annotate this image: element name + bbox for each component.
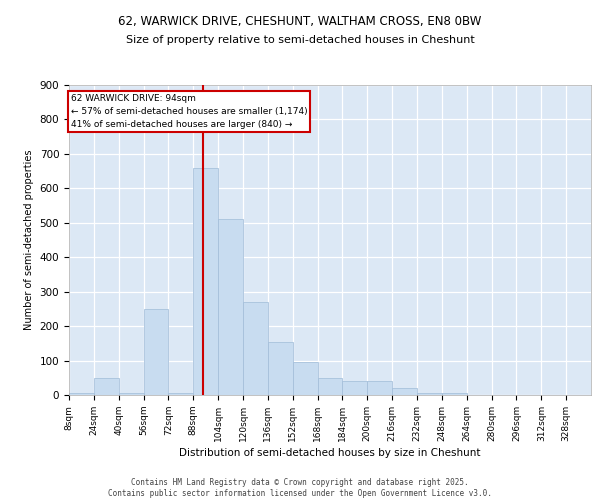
Bar [169, 394, 193, 395]
Bar [243, 302, 268, 395]
Y-axis label: Number of semi-detached properties: Number of semi-detached properties [24, 150, 34, 330]
Bar [317, 378, 343, 395]
Bar [293, 362, 317, 395]
Bar [442, 394, 467, 395]
Bar [119, 394, 143, 395]
Bar [268, 342, 293, 395]
Bar [69, 394, 94, 395]
Bar [392, 388, 417, 395]
Bar [367, 381, 392, 395]
Bar [193, 168, 218, 395]
Text: 62 WARWICK DRIVE: 94sqm
← 57% of semi-detached houses are smaller (1,174)
41% of: 62 WARWICK DRIVE: 94sqm ← 57% of semi-de… [71, 94, 307, 129]
Bar [343, 381, 367, 395]
Text: 62, WARWICK DRIVE, CHESHUNT, WALTHAM CROSS, EN8 0BW: 62, WARWICK DRIVE, CHESHUNT, WALTHAM CRO… [118, 15, 482, 28]
Bar [143, 309, 169, 395]
Bar [94, 378, 119, 395]
Bar [218, 220, 243, 395]
Bar [417, 394, 442, 395]
X-axis label: Distribution of semi-detached houses by size in Cheshunt: Distribution of semi-detached houses by … [179, 448, 481, 458]
Text: Size of property relative to semi-detached houses in Cheshunt: Size of property relative to semi-detach… [125, 35, 475, 45]
Text: Contains HM Land Registry data © Crown copyright and database right 2025.
Contai: Contains HM Land Registry data © Crown c… [108, 478, 492, 498]
